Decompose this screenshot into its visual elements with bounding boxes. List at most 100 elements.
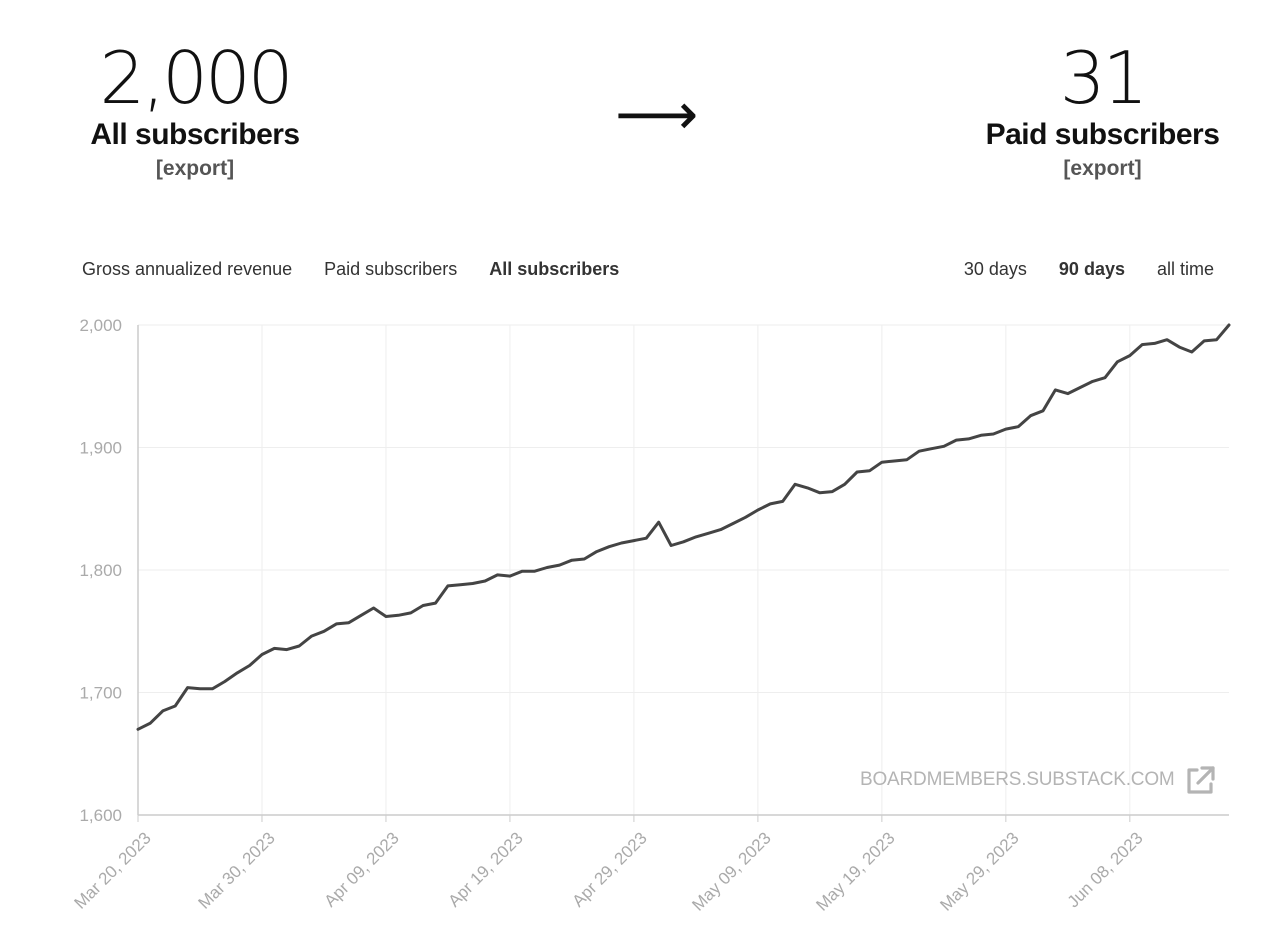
data-point [1017,425,1020,428]
external-link-icon [1186,766,1215,794]
data-point [806,486,809,490]
all-subscribers-series-line [136,323,1231,731]
x-tick-label: Jun 08, 2023 [1064,828,1147,911]
data-point [409,611,412,615]
tab-all-time[interactable]: all time [1156,259,1214,279]
data-point [893,459,896,463]
data-point [508,574,512,578]
metric-tabs: Gross annualized revenue Paid subscriber… [82,256,619,282]
publication-domain: BOARDMEMBERS.SUBSTACK.COM [860,769,1175,790]
data-point [1153,342,1156,345]
data-point [198,687,202,690]
data-point [1116,360,1119,363]
paid-subscribers-stat: 31 Paid subscribers [export] [960,38,1245,184]
data-point [1079,386,1082,389]
x-tick-label: Apr 19, 2023 [444,828,526,910]
data-point [397,614,400,617]
data-point [285,648,288,651]
data-point [1178,345,1181,349]
paid-subscribers-label: Paid subscribers [985,118,1220,151]
data-point [694,535,698,539]
data-point [136,728,140,731]
data-point [161,709,164,713]
data-point [831,490,834,493]
data-point [1029,414,1032,417]
data-point [533,570,536,573]
data-point [248,664,251,667]
data-point [620,541,623,545]
data-point [347,621,350,624]
data-point [310,634,313,638]
data-point [322,630,326,633]
data-point [669,544,673,547]
x-tick-label: May 19, 2023 [812,828,898,914]
data-point [967,437,970,441]
data-point [731,522,735,525]
range-tabs: 30 days 90 days all time [964,256,1214,282]
x-tick-label: Mar 20, 2023 [71,828,155,912]
data-point [273,647,276,650]
data-point [1041,409,1045,412]
y-tick-label: 1,700 [79,684,122,703]
data-point [607,545,611,548]
data-point [1215,338,1218,341]
all-subscribers-stat: 2,000 All subscribers [export] [70,38,320,184]
data-point [595,550,598,553]
y-tick-label: 2,000 [79,316,122,335]
data-point [384,615,388,618]
arrow-right-icon: ⟶ [615,82,699,147]
y-tick-label: 1,600 [79,806,122,825]
tab-all-subscribers[interactable]: All subscribers [489,259,620,279]
data-point [236,671,239,675]
data-point [744,516,747,519]
y-tick-label: 1,800 [79,561,122,580]
data-point [421,604,425,607]
data-point [558,563,561,567]
data-point [868,469,871,472]
data-point [880,461,884,464]
x-tick-label: Mar 30, 2023 [195,828,279,912]
data-point [1066,392,1070,395]
data-point [930,447,933,450]
data-point [682,540,685,543]
data-point [756,508,760,512]
data-point [905,458,908,461]
all-subscribers-count: 2,000 [99,36,293,120]
tab-90-days[interactable]: 90 days [1058,259,1125,279]
data-point [1128,354,1132,357]
data-point [657,521,660,524]
data-point [1103,376,1107,379]
data-point [570,559,574,562]
data-point [483,579,487,583]
data-point [174,704,177,708]
data-point [769,502,772,506]
data-point [521,570,524,573]
export-all-subscribers-link[interactable]: [export] [155,157,235,180]
data-point [955,438,958,442]
data-point [149,721,152,725]
data-point [372,606,375,610]
data-point [1004,427,1007,431]
data-point [719,528,722,531]
data-point [446,584,450,588]
data-point [632,539,636,542]
data-point [260,653,264,656]
data-point [298,644,301,648]
x-tick-label: Apr 29, 2023 [568,828,650,910]
tab-30-days[interactable]: 30 days [963,259,1027,279]
all-subscribers-label: All subscribers [90,118,300,151]
export-paid-subscribers-link[interactable]: [export] [1063,157,1142,180]
data-point [645,537,648,540]
data-point [1091,380,1094,383]
data-point [1054,388,1057,392]
publication-link[interactable]: BOARDMEMBERS.SUBSTACK.COM [860,764,1215,796]
tab-paid-subscribers[interactable]: Paid subscribers [324,259,458,279]
data-point [211,687,214,690]
data-point [707,532,710,535]
data-point [781,500,784,503]
data-point [979,434,983,437]
data-point [471,582,474,585]
data-point [545,566,549,569]
data-point [360,614,363,617]
tab-gross-annualized-revenue[interactable]: Gross annualized revenue [82,259,293,279]
